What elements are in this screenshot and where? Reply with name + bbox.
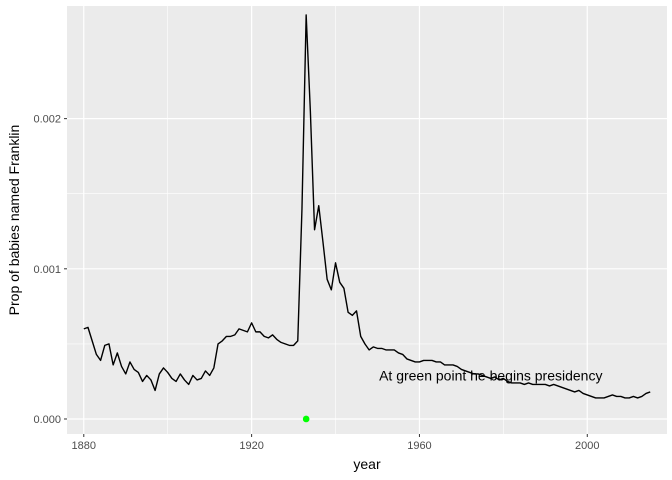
x-tick-label: 1960 [407, 440, 431, 452]
minor-gridlines [67, 6, 667, 434]
points-layer [302, 415, 310, 423]
y-tick-label: 0.000 [33, 414, 61, 426]
plot-panel [67, 6, 667, 434]
y-tick-label: 0.002 [33, 114, 61, 126]
highlight-point [302, 415, 310, 423]
x-axis-title: year [353, 456, 381, 472]
series-line [83, 14, 651, 399]
x-axis-ticks: 1880 1920 1960 2000 [72, 434, 600, 452]
x-tick-label: 2000 [575, 440, 599, 452]
y-tick-label: 0.001 [33, 264, 61, 276]
x-tick-label: 1920 [239, 440, 263, 452]
y-axis-title: Prop of babies named Franklin [6, 125, 22, 316]
y-axis-ticks: 0.000 0.001 0.002 [33, 114, 67, 426]
x-tick-label: 1880 [72, 440, 96, 452]
annotation-text: At green point he begins presidency [379, 367, 602, 383]
major-gridlines [67, 6, 667, 434]
series-layer [83, 14, 651, 399]
